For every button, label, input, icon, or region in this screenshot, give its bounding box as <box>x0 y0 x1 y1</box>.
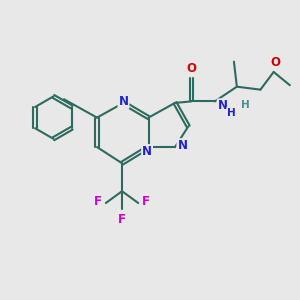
Text: N: N <box>177 139 188 152</box>
Text: O: O <box>270 56 280 69</box>
Text: H: H <box>241 100 250 110</box>
Text: F: F <box>118 213 126 226</box>
Text: F: F <box>142 195 150 208</box>
Text: F: F <box>94 195 102 208</box>
Text: H: H <box>227 108 236 118</box>
Text: N: N <box>142 145 152 158</box>
Text: O: O <box>186 62 196 75</box>
Text: N: N <box>118 95 128 108</box>
Text: N: N <box>218 99 228 112</box>
